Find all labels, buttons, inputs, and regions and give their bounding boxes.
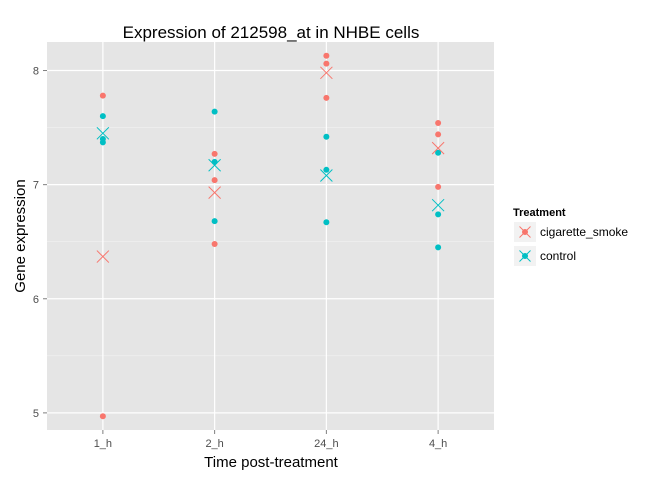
x-axis: 1_h 2_h 24_h 4_h <box>94 430 447 450</box>
mean-marker-stroke <box>431 198 445 212</box>
mean-marker-stroke <box>208 158 221 172</box>
mean-marker <box>96 126 110 140</box>
y-axis-title: Gene expression <box>12 179 29 292</box>
legend-label: cigarette_smoke <box>540 225 628 239</box>
data-point <box>323 94 330 101</box>
data-point <box>435 120 442 127</box>
data-point <box>211 150 218 157</box>
mean-marker <box>431 198 445 212</box>
mean-marker <box>208 186 221 199</box>
x-tick-label: 4_h <box>429 438 447 450</box>
x-axis-title: Time post-treatment <box>204 454 338 471</box>
mean-marker <box>320 66 333 80</box>
legend: Treatment cigarette_smoke control <box>513 207 628 266</box>
data-point <box>435 183 442 190</box>
data-point <box>99 113 106 120</box>
data-point <box>99 413 106 420</box>
data-point <box>211 177 218 184</box>
legend-key-cross <box>519 226 531 238</box>
y-tick-label: 6 <box>33 294 39 306</box>
y-tick-label: 8 <box>33 66 39 78</box>
data-point <box>323 219 330 226</box>
legend-item-control: control <box>514 246 576 266</box>
data-point <box>435 131 442 138</box>
data-point <box>99 139 106 146</box>
mean-marker <box>431 141 445 155</box>
mean-marker-stroke <box>320 169 333 182</box>
legend-title: Treatment <box>513 207 566 219</box>
data-point <box>211 218 218 225</box>
mean-marker <box>320 169 333 182</box>
legend-label: control <box>540 249 576 263</box>
data-point <box>211 108 218 115</box>
y-axis: 5 6 7 8 <box>33 66 47 420</box>
data-point <box>435 244 442 251</box>
grid-major <box>47 42 494 430</box>
legend-item-cigarette-smoke: cigarette_smoke <box>514 222 628 242</box>
data-point <box>211 240 218 247</box>
data-point <box>323 166 330 173</box>
data-point <box>323 60 330 67</box>
mean-marker <box>96 250 110 263</box>
chart-title: Expression of 212598_at in NHBE cells <box>123 23 420 42</box>
legend-key-cross <box>519 250 531 262</box>
mean-marker-stroke <box>96 126 110 140</box>
x-tick-label: 24_h <box>314 438 338 450</box>
x-tick-label: 2_h <box>205 438 223 450</box>
data-point <box>435 211 442 218</box>
data-point <box>99 92 106 99</box>
grid-minor <box>47 127 494 357</box>
mean-markers <box>96 66 445 263</box>
data-point <box>323 133 330 140</box>
mean-marker-stroke <box>431 141 445 155</box>
y-tick-label: 7 <box>33 180 39 192</box>
x-tick-label: 1_h <box>94 438 112 450</box>
data-points <box>99 52 442 420</box>
y-tick-label: 5 <box>33 408 39 420</box>
mean-marker-stroke <box>320 66 333 80</box>
data-point <box>211 158 218 165</box>
data-point <box>435 149 442 156</box>
mean-marker-stroke <box>208 186 221 199</box>
mean-marker-stroke <box>96 250 110 263</box>
data-point <box>323 52 330 59</box>
plot-panel <box>47 42 494 430</box>
mean-marker <box>208 158 221 172</box>
